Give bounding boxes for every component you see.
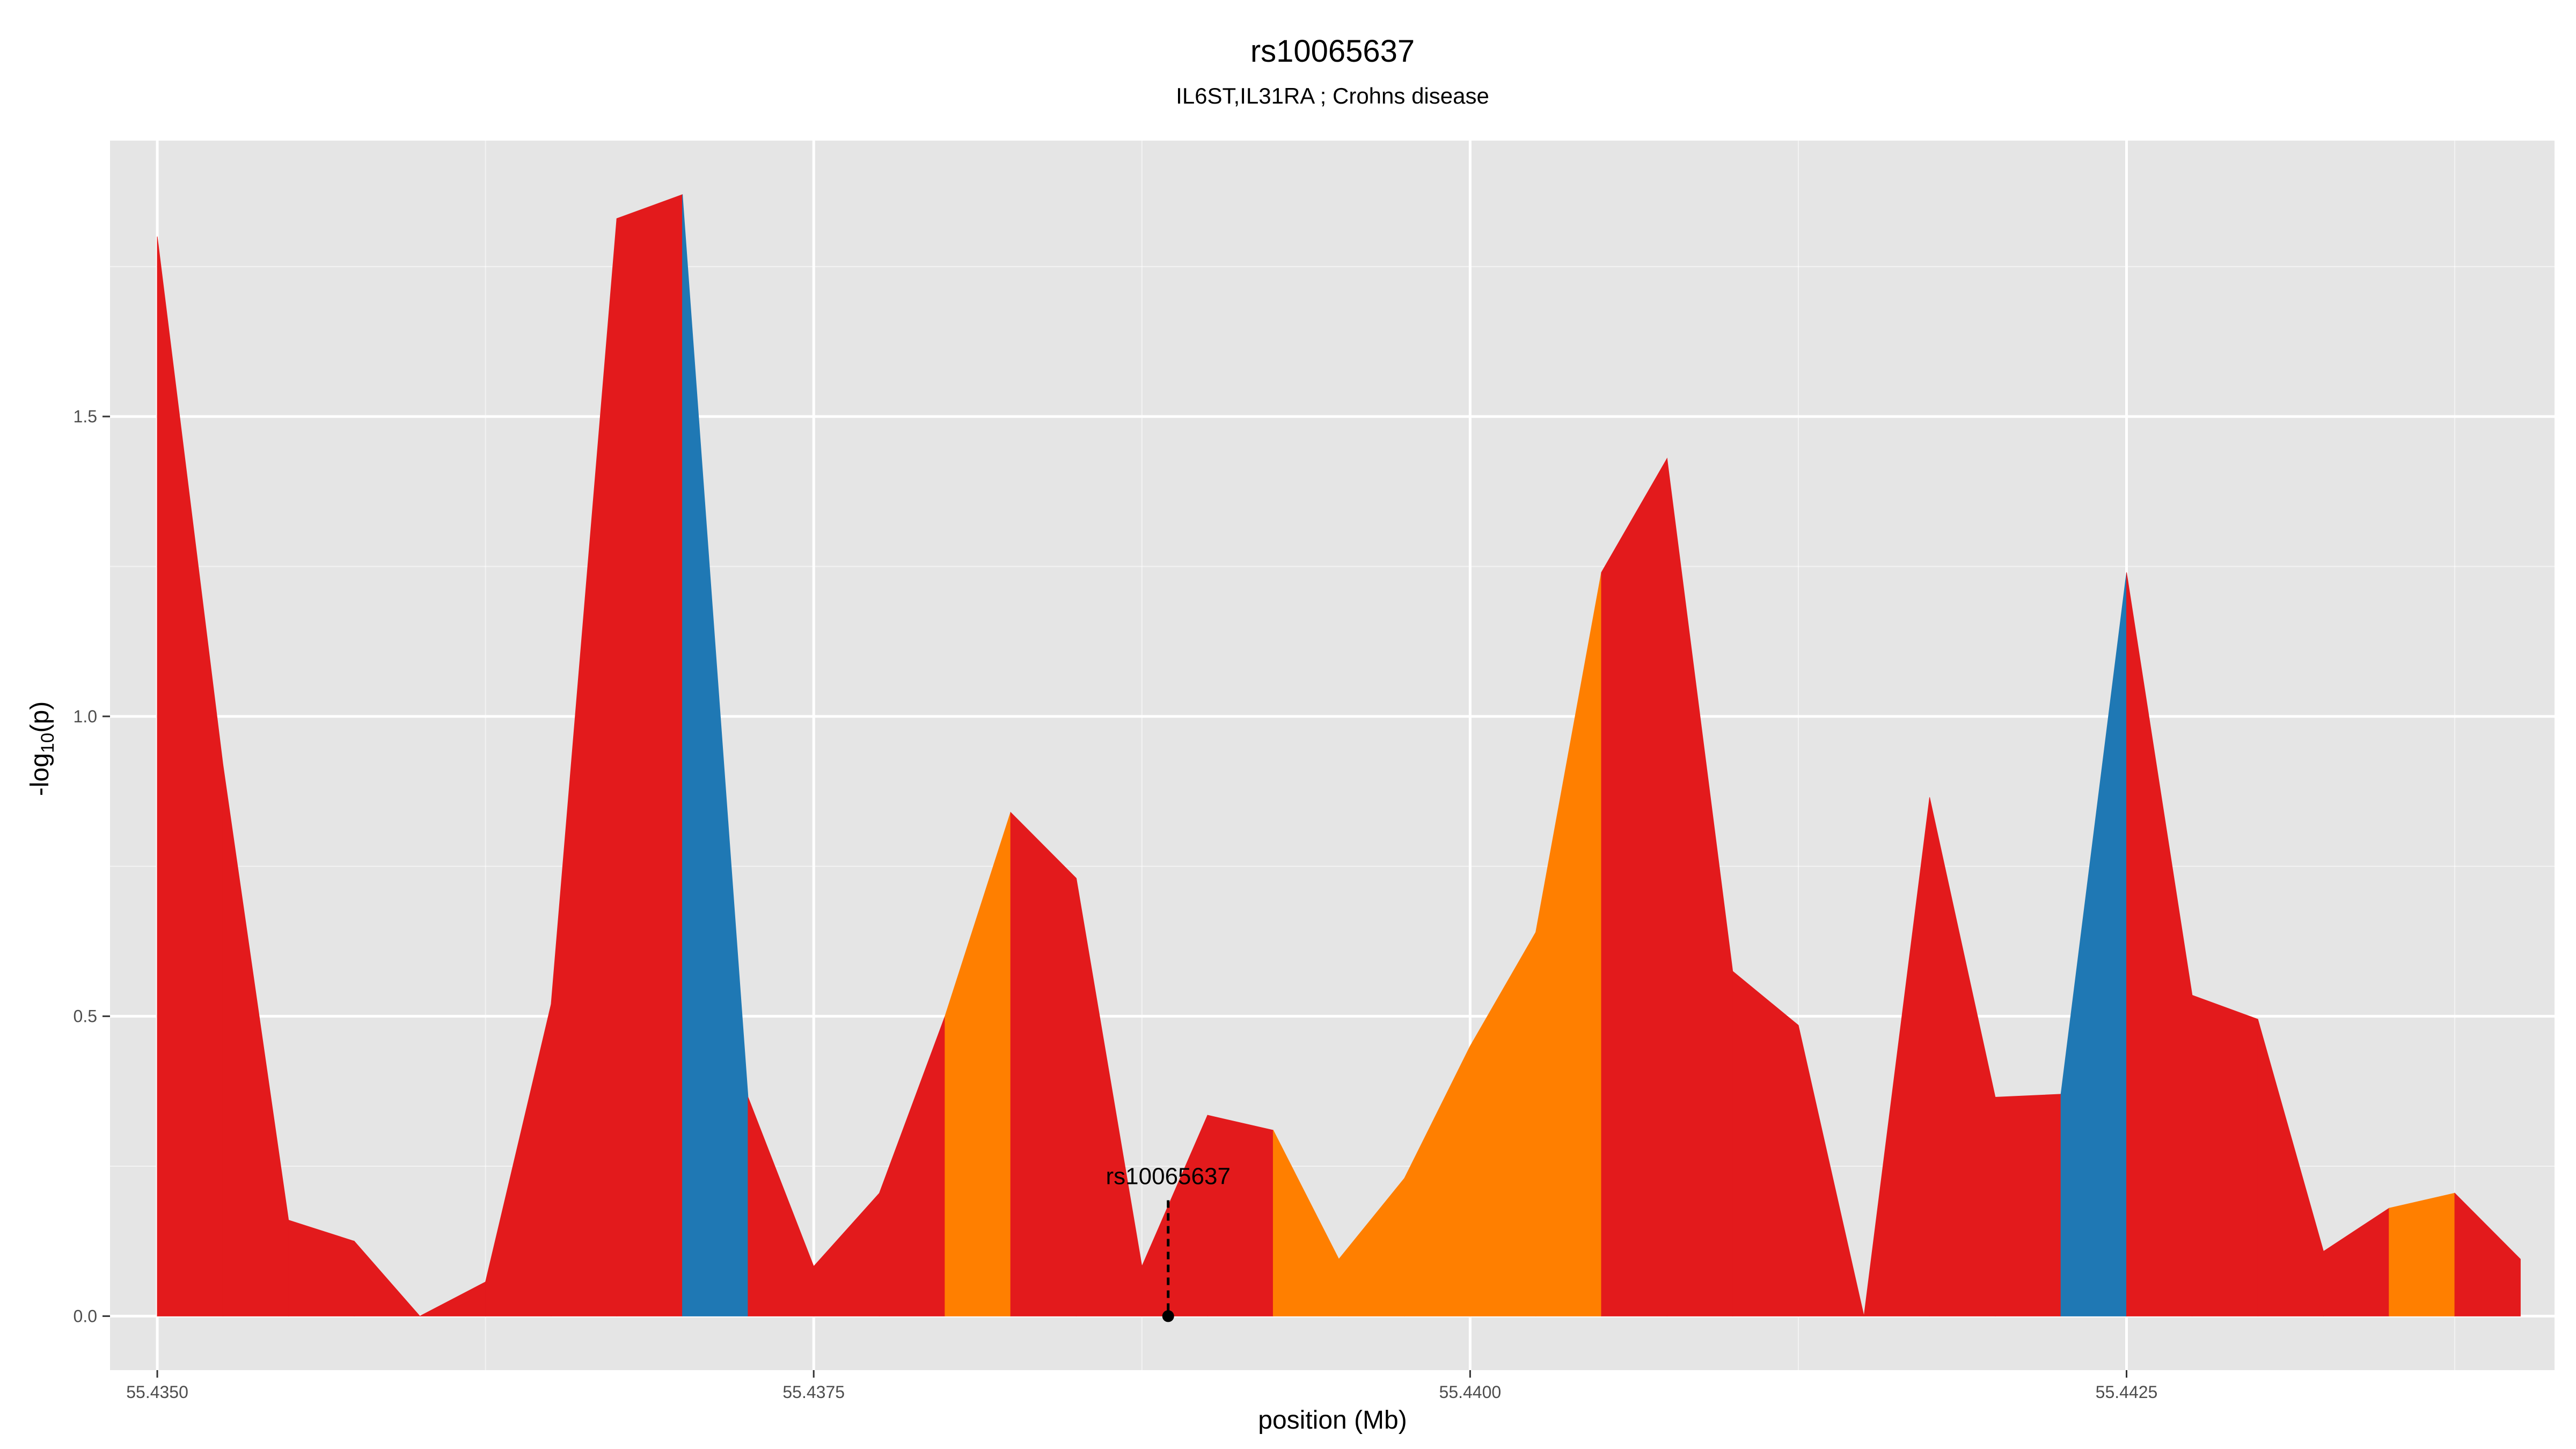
y-tick-label: 0.0 xyxy=(74,1306,97,1326)
y-tick-label: 1.5 xyxy=(74,407,97,426)
area-segment xyxy=(1995,1094,2061,1316)
chart-subtitle: IL6ST,IL31RA ; Crohns disease xyxy=(1176,83,1489,108)
x-tick-label: 55.4425 xyxy=(2096,1382,2158,1402)
area-segment xyxy=(1798,1025,1864,1316)
y-axis-title-main: -log xyxy=(26,753,54,796)
chart-title: rs10065637 xyxy=(1250,34,1415,69)
area-segment xyxy=(1601,457,1667,1316)
x-tick-label: 55.4350 xyxy=(126,1382,188,1402)
x-axis-ticks: 55.4350 55.4375 55.4400 55.4425 xyxy=(126,1370,2157,1402)
snp-annotation: rs10065637 xyxy=(1106,1163,1231,1322)
area-segment xyxy=(616,194,683,1316)
y-tick-label: 0.5 xyxy=(74,1007,97,1026)
x-tick-label: 55.4375 xyxy=(782,1382,845,1402)
snp-label: rs10065637 xyxy=(1106,1163,1231,1190)
area-segment xyxy=(1732,970,1799,1316)
y-axis-ticks: 0.0 0.5 1.0 1.5 xyxy=(74,407,110,1326)
snp-point xyxy=(1162,1310,1174,1322)
x-tick-label: 55.4400 xyxy=(1439,1382,1502,1402)
area-segment xyxy=(2192,994,2258,1316)
y-tick-label: 1.0 xyxy=(74,707,97,726)
area-series xyxy=(157,194,2521,1316)
y-axis-title-tail: (p) xyxy=(26,701,54,733)
area-segment xyxy=(2454,1192,2521,1316)
area-segment xyxy=(1010,811,1077,1316)
y-axis-title-subscript: 10 xyxy=(38,733,58,753)
area-segment xyxy=(2389,1192,2455,1316)
area-segment xyxy=(354,1240,421,1316)
y-axis-title: -log10(p) xyxy=(26,701,58,796)
area-segment xyxy=(1207,1115,1274,1316)
x-axis-title: position (Mb) xyxy=(1258,1406,1407,1435)
